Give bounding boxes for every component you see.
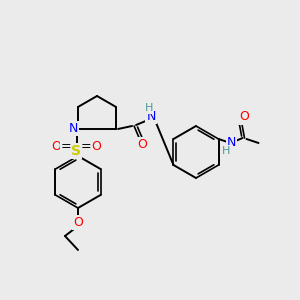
Text: N: N: [227, 136, 236, 149]
Text: =: =: [61, 140, 71, 154]
Text: H: H: [145, 103, 153, 113]
Text: O: O: [240, 110, 250, 124]
Text: O: O: [91, 140, 101, 154]
Text: O: O: [73, 215, 83, 229]
Text: N: N: [68, 122, 78, 134]
Text: H: H: [222, 146, 231, 156]
Text: =: =: [81, 140, 91, 154]
Text: S: S: [71, 144, 81, 158]
Text: O: O: [51, 140, 61, 154]
Text: O: O: [137, 137, 147, 151]
Text: N: N: [146, 110, 156, 122]
